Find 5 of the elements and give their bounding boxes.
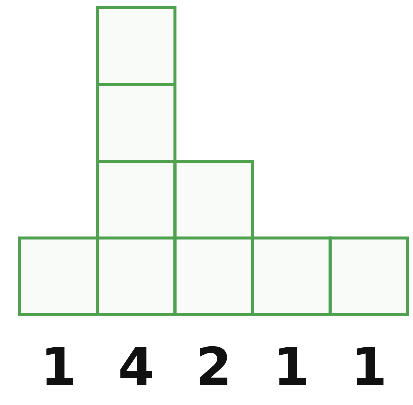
data-label: 4 xyxy=(118,338,154,398)
data-label: 1 xyxy=(40,338,77,398)
data-label: 2 xyxy=(196,338,232,398)
data-label: 1 xyxy=(351,338,388,398)
data-label: 1 xyxy=(274,338,310,398)
